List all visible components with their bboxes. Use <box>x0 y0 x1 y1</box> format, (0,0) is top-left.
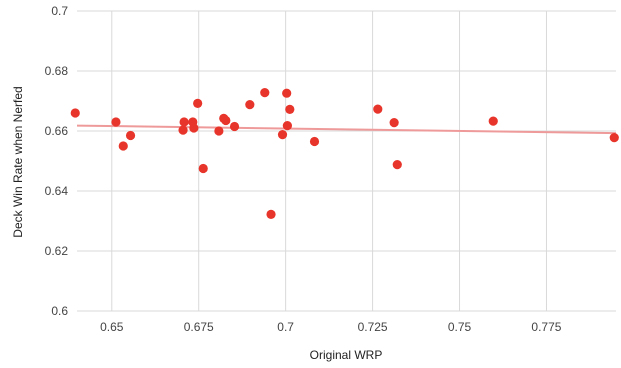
data-point <box>392 160 402 170</box>
y-tick-label: 0.6 <box>51 304 68 318</box>
y-tick-label: 0.64 <box>45 184 69 198</box>
data-point <box>282 88 292 98</box>
y-tick-label: 0.68 <box>45 64 69 78</box>
y-axis-ticks: 0.6 0.62 0.64 0.66 0.68 0.7 <box>45 4 69 318</box>
x-axis-ticks: 0.65 0.675 0.7 0.725 0.75 0.775 <box>100 320 562 334</box>
trendline <box>76 124 617 135</box>
data-point <box>179 117 189 127</box>
x-tick-label: 0.675 <box>184 320 214 334</box>
data-point <box>266 209 276 219</box>
data-point <box>118 141 128 151</box>
data-point <box>389 118 399 128</box>
data-point <box>277 130 288 140</box>
data-point <box>70 108 80 118</box>
x-tick-label: 0.725 <box>358 320 388 334</box>
data-point <box>260 88 270 98</box>
data-point <box>285 104 295 114</box>
y-axis-title: Deck Win Rate when Nerfed <box>11 86 25 237</box>
data-point <box>189 123 199 133</box>
x-tick-label: 0.75 <box>448 320 472 334</box>
data-point <box>214 126 224 136</box>
x-tick-label: 0.7 <box>277 320 294 334</box>
trendline-layer <box>76 124 617 135</box>
data-point <box>221 115 231 126</box>
points-layer <box>70 88 619 219</box>
y-tick-label: 0.62 <box>45 244 69 258</box>
data-point <box>193 98 203 108</box>
x-tick-label: 0.775 <box>531 320 561 334</box>
data-point <box>609 133 619 143</box>
x-axis-title: Original WRP <box>310 348 383 362</box>
grid <box>77 10 616 312</box>
data-point <box>198 163 208 174</box>
data-point <box>229 121 240 132</box>
data-point <box>309 136 320 147</box>
data-point <box>125 130 136 141</box>
data-point <box>111 117 121 127</box>
data-point <box>178 125 188 135</box>
data-point <box>488 116 498 126</box>
data-point <box>282 121 292 131</box>
y-tick-label: 0.66 <box>45 124 69 138</box>
x-tick-label: 0.65 <box>100 320 124 334</box>
data-point <box>245 100 255 110</box>
y-tick-label: 0.7 <box>51 4 68 18</box>
data-point <box>373 104 383 114</box>
